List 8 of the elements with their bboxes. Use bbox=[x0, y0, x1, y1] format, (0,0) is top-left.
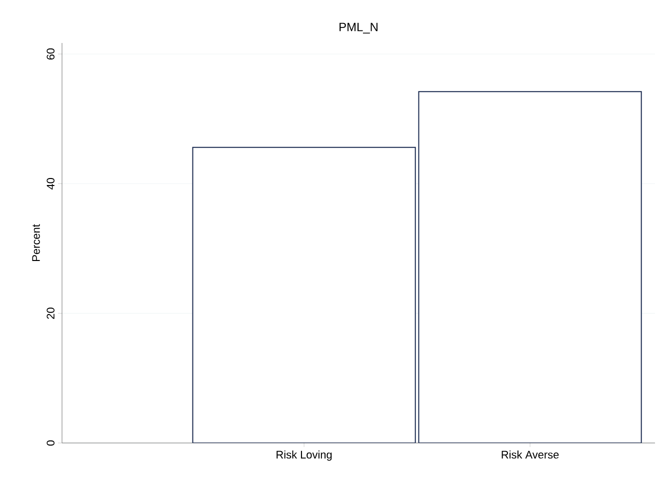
x-tick-label: Risk Loving bbox=[276, 450, 332, 461]
chart-title: PML_N bbox=[340, 22, 378, 34]
y-tick-label: 40 bbox=[46, 178, 54, 190]
y-tick-label: 0 bbox=[46, 440, 54, 446]
y-tick-label: 60 bbox=[46, 48, 54, 60]
y-tick-label: 20 bbox=[46, 308, 54, 319]
x-tick-label: Risk Averse bbox=[502, 450, 559, 459]
y-axis-title: Percent bbox=[32, 224, 40, 261]
